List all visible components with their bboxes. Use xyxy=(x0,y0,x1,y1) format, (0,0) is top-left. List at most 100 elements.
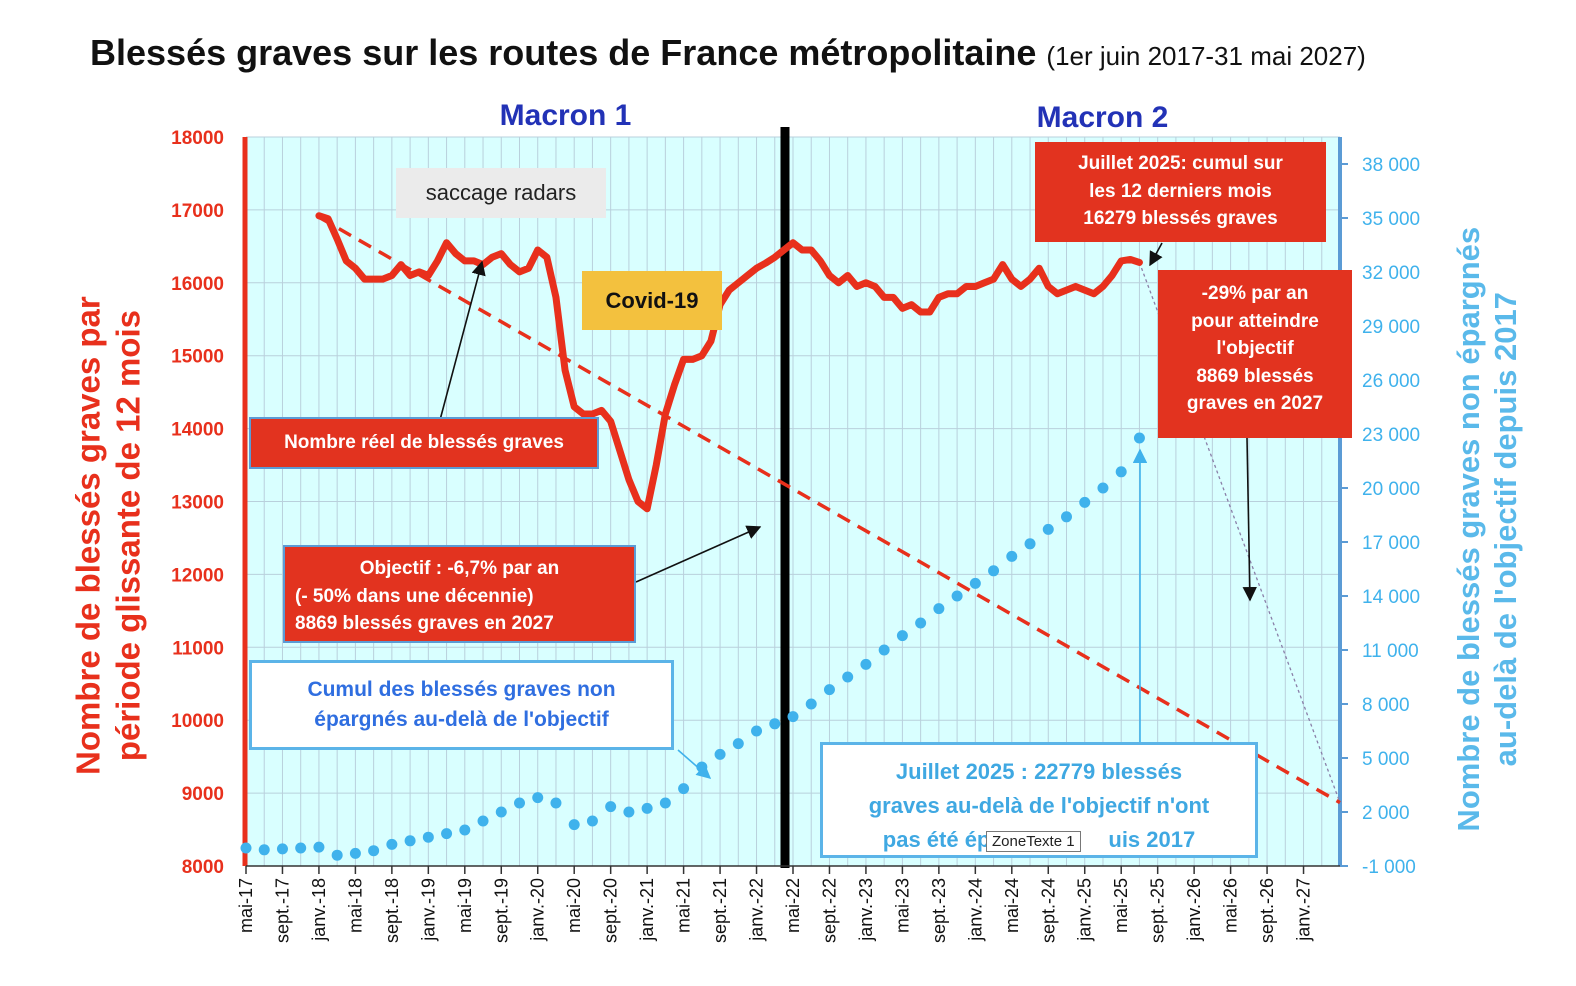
annotation-objectif: Objectif : -6,7% par an (- 50% dans une … xyxy=(283,545,636,643)
x-tick-label: sept.-23 xyxy=(929,878,949,943)
annotation-juillet-2025-cumul: Juillet 2025: cumul sur les 12 derniers … xyxy=(1035,142,1326,242)
chart-title: Blessés graves sur les routes de France … xyxy=(90,32,1366,73)
cumul-line-2: épargnés au-delà de l'objectif xyxy=(314,708,609,732)
pct-line-2: pour atteindre xyxy=(1191,310,1319,332)
pct-line-5: graves en 2027 xyxy=(1186,393,1324,415)
y-left-tick-label: 14000 xyxy=(171,420,224,441)
juillet-b-line-2: graves au-delà de l'objectif n'ont xyxy=(868,793,1210,819)
cumul-point xyxy=(550,797,562,809)
cumul-point xyxy=(386,838,398,850)
cumul-point xyxy=(641,802,653,814)
objective-line xyxy=(318,215,1341,805)
annotation-covid: Covid-19 xyxy=(582,271,722,330)
x-tick-label: janv.-19 xyxy=(418,878,438,942)
x-tick-label: mai-18 xyxy=(345,878,365,933)
juillet-b-line-1: Juillet 2025 : 22779 blessés xyxy=(895,759,1183,784)
y-right-label-line-1: Nombre de blessés graves non épargnés xyxy=(1450,226,1486,832)
x-tick-label: mai-20 xyxy=(564,878,584,933)
cumul-point xyxy=(1042,523,1054,535)
juillet-line-3: 16279 blessés graves xyxy=(1083,208,1278,230)
cumul-point xyxy=(969,577,981,589)
cumul-point xyxy=(295,842,307,854)
cumul-point xyxy=(860,658,872,670)
arrow-objectif xyxy=(635,525,762,583)
x-tick-label: sept.-26 xyxy=(1257,878,1277,943)
zonetexte-tag[interactable]: ZoneTexte 1 xyxy=(986,831,1081,852)
y-right-tick-label: 23 000 xyxy=(1362,425,1420,446)
y-right-tick-label: 5 000 xyxy=(1362,749,1410,770)
x-tick-label: mai-19 xyxy=(455,878,475,933)
cumul-point xyxy=(368,845,380,857)
arrow-nombre-reel xyxy=(439,260,486,421)
pct-line-3: l'objectif xyxy=(1216,338,1294,360)
x-tick-label: janv.-18 xyxy=(309,878,329,942)
cumul-point xyxy=(805,698,817,710)
cumul-point xyxy=(1024,538,1036,550)
cumul-point xyxy=(1061,511,1072,523)
cumul-point xyxy=(787,711,799,723)
x-tick-label: janv.-21 xyxy=(637,878,657,942)
arrow-cumul xyxy=(677,749,712,779)
x-tick-label: sept.-19 xyxy=(491,878,511,943)
y-left-label-line-2: période glissante de 12 mois xyxy=(109,310,146,762)
x-tick-label: janv.-20 xyxy=(528,878,548,942)
y-left-label-line-1: Nombre de blessés graves par xyxy=(69,296,107,775)
cumul-point xyxy=(568,819,580,831)
x-tick-label: mai-24 xyxy=(1002,878,1022,933)
cumul-point xyxy=(459,824,471,836)
cumul-point xyxy=(823,684,835,696)
cumul-point xyxy=(495,806,507,818)
x-tick-label: mai-25 xyxy=(1111,878,1131,933)
annotation-cumul: Cumul des blessés graves non épargnés au… xyxy=(249,660,674,750)
cumul-point xyxy=(842,671,854,683)
x-tick-label: mai-22 xyxy=(783,878,803,933)
annotation-29-pct: -29% par an pour atteindre l'objectif 88… xyxy=(1158,270,1352,438)
x-tick-label: mai-17 xyxy=(236,878,256,933)
x-tick-label: mai-26 xyxy=(1221,878,1241,933)
cumul-point xyxy=(988,565,1000,577)
cumul-point xyxy=(751,725,763,737)
cumul-point xyxy=(258,844,270,856)
objectif-line-1: Objectif : -6,7% par an xyxy=(359,558,560,579)
cumul-point xyxy=(714,748,726,760)
y-left-tick-label: 12000 xyxy=(171,565,224,586)
x-tick-label: sept.-17 xyxy=(272,878,292,943)
cumul-point xyxy=(422,831,434,843)
objectif-line-3: 8869 blessés graves en 2027 xyxy=(295,613,554,635)
cumul-point xyxy=(1006,550,1018,562)
x-tick-label: mai-21 xyxy=(674,878,694,933)
cumul-point xyxy=(951,590,963,602)
cumul-point xyxy=(896,630,908,642)
objectif-line-2: (- 50% dans une décennie) xyxy=(295,585,534,607)
cumul-point xyxy=(933,603,945,615)
cumul-point xyxy=(477,815,489,827)
x-tick-label: janv.-25 xyxy=(1075,878,1095,942)
y-right-tick-label: 29 000 xyxy=(1362,317,1420,338)
x-tick-label: sept.-20 xyxy=(601,878,621,943)
annotation-juillet-2025-non-epargnes: Juillet 2025 : 22779 blessés graves au-d… xyxy=(820,742,1258,858)
cumul-point xyxy=(623,806,635,818)
cumul-point xyxy=(1115,466,1127,478)
cumul-point xyxy=(441,828,453,840)
y-right-tick-label: -1 000 xyxy=(1362,857,1416,878)
arrow-29-pct xyxy=(1242,437,1257,602)
cumul-point xyxy=(659,797,671,809)
cumul-point xyxy=(331,849,343,861)
arrow-juillet-2025 xyxy=(1149,242,1163,267)
pct-line-4: 8869 blessés xyxy=(1196,365,1314,387)
y-left-tick-label: 11000 xyxy=(172,638,224,659)
juillet-line-2: les 12 derniers mois xyxy=(1089,180,1272,202)
cumul-point xyxy=(1133,432,1145,444)
y-left-tick-label: 16000 xyxy=(171,274,224,295)
x-tick-label: janv.-26 xyxy=(1184,878,1204,942)
cumul-point xyxy=(349,847,361,859)
x-tick-label: janv.-24 xyxy=(965,878,985,942)
y-right-tick-label: 17 000 xyxy=(1362,533,1420,554)
y-right-tick-label: 8 000 xyxy=(1362,695,1410,716)
x-tick-label: sept.-24 xyxy=(1038,878,1058,943)
annotation-nombre-reel: Nombre réel de blessés graves xyxy=(249,417,599,469)
cumul-point xyxy=(514,797,525,809)
x-tick-label: janv.-27 xyxy=(1294,878,1314,942)
x-tick-label: sept.-18 xyxy=(382,878,402,943)
